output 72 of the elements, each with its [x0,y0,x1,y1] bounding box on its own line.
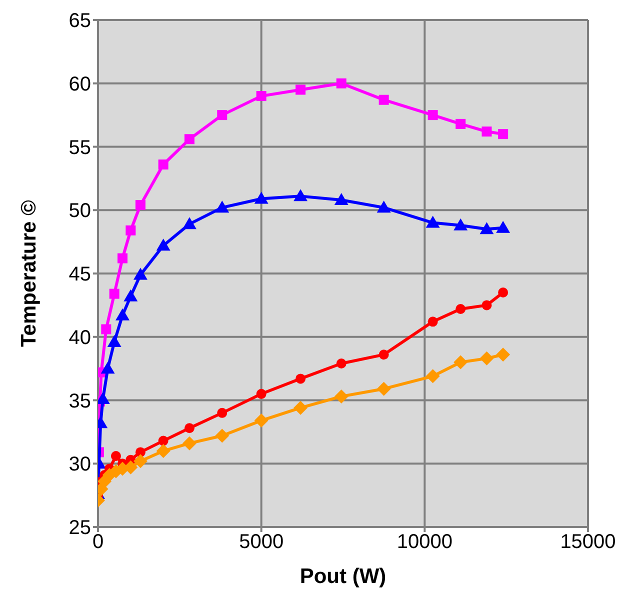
point [454,355,468,370]
point [182,217,196,230]
y-tick-label: 65 [68,10,91,32]
point [336,358,346,368]
point [428,316,438,327]
y-tick-label: 55 [68,136,91,159]
point [158,159,168,170]
point [133,454,148,468]
y-tick-label: 30 [68,454,91,476]
point [215,200,230,213]
y-tick-label: 45 [68,264,91,286]
point [110,451,121,462]
point [217,408,228,418]
x-tick-label: 15000 [560,531,616,554]
point [217,110,228,120]
y-tick-label: 50 [68,200,91,222]
point [426,369,440,384]
point [124,289,138,302]
point [156,238,170,251]
point [124,460,138,474]
point [126,225,136,236]
point [456,118,466,129]
point [133,268,148,280]
x-tick-label: 0 [92,531,104,554]
point [254,414,268,428]
point [376,382,391,396]
point [336,78,346,88]
point [116,308,130,320]
point [256,91,266,102]
point [215,428,230,443]
point [334,389,348,404]
point [334,192,348,205]
point [158,436,168,446]
point [294,400,308,415]
x-tick-label: 5000 [239,531,284,554]
point [428,110,438,120]
point [135,200,146,210]
point [156,444,170,458]
point [480,351,494,366]
y-tick-label: 60 [68,73,91,96]
point [118,253,128,264]
point [456,304,466,314]
point [378,350,389,360]
point [426,216,440,228]
point [296,84,306,95]
x-axis-title: Pout (W) [300,565,386,588]
point [256,388,266,399]
y-tick-label: 25 [68,517,91,540]
x-tick-label: 10000 [396,531,452,554]
point [378,94,389,105]
point [100,362,115,374]
y-tick-label: 40 [68,326,91,349]
y-axis-title: Temperature © [17,200,40,347]
point [480,222,494,234]
point [496,348,510,362]
point [376,200,391,213]
point [101,324,112,334]
point [482,126,492,137]
point [496,220,510,233]
point [454,218,468,230]
point [184,134,194,144]
point [107,334,122,347]
point [294,189,308,202]
point [498,288,508,298]
y-tick-label: 35 [68,390,91,412]
point [254,192,268,204]
point [184,423,194,434]
point [482,300,492,310]
point [296,374,306,384]
point [182,436,196,450]
point [109,288,120,299]
point [498,129,508,140]
